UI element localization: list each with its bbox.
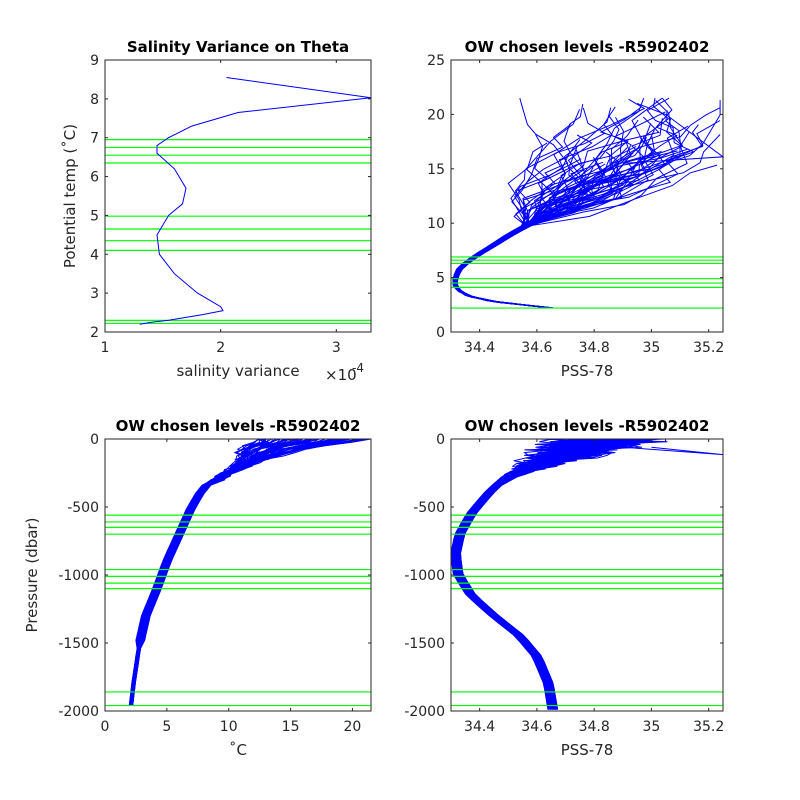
salinity-profile (450, 438, 598, 710)
y-tick-label: 0 (436, 325, 445, 341)
x-exponent-label: ×10 (325, 366, 357, 384)
y-tick-label: 9 (90, 53, 99, 69)
y-tick-label: 4 (90, 247, 99, 263)
y-tick-label: 7 (90, 131, 99, 147)
y-tick-label: 8 (90, 92, 99, 108)
x-tick-label: 3 (332, 340, 341, 356)
theta-salinity-profile (456, 151, 620, 308)
x-exponent-power: -4 (352, 361, 364, 375)
x-tick-label: 5 (162, 719, 171, 735)
y-tick-label: -2000 (58, 704, 99, 720)
salinity-profile (455, 438, 624, 710)
y-tick-label: 2 (90, 325, 99, 341)
temperature-profile (129, 438, 286, 706)
temperature-profile (131, 438, 270, 706)
x-tick-label: 34.8 (579, 719, 610, 735)
salinity-profile (453, 438, 613, 710)
x-tick-label: 0 (101, 719, 110, 735)
axes-box (104, 59, 372, 333)
theta-salinity-profile (454, 120, 721, 308)
y-tick-label: 20 (427, 107, 445, 123)
x-axis-label: PSS-78 (561, 741, 614, 759)
panel-pressure-salinity: 34.4 34.6 34.8 35 35.2 -2000 -1500 -1000 -500 0 OW… (404, 417, 724, 759)
x-tick-label: 35 (643, 340, 661, 356)
profile-group (450, 438, 724, 710)
theta-salinity-profile (456, 110, 688, 307)
y-tick-label: 10 (427, 216, 445, 232)
x-axis-label: PSS-78 (561, 362, 614, 380)
x-tick-label: 35 (643, 719, 661, 735)
x-tick-label: 34.8 (579, 340, 610, 356)
y-tick-label: -1000 (404, 568, 445, 584)
y-tick-label: 3 (90, 286, 99, 302)
y-tick-label: 25 (427, 53, 445, 69)
x-tick-label: 35.2 (693, 340, 724, 356)
y-tick-label: 5 (90, 208, 99, 224)
x-tick-label: 34.4 (464, 719, 495, 735)
chart-title: OW chosen levels -R5902402 (465, 38, 710, 56)
axes-frame (450, 59, 724, 333)
x-tick-label: 34.6 (521, 719, 552, 735)
y-tick-label: 0 (436, 432, 445, 448)
y-tick-label: 5 (436, 271, 445, 287)
axes-box (450, 438, 724, 712)
theta-salinity-profile (622, 103, 725, 164)
x-tick-label: 20 (344, 719, 362, 735)
chart-title: OW chosen levels -R5902402 (465, 417, 710, 435)
y-tick-label: -500 (67, 500, 99, 516)
x-axis-label: ˚C (229, 741, 247, 759)
x-tick-label: 34.6 (521, 340, 552, 356)
y-tick-label: -1000 (58, 568, 99, 584)
y-tick-label: 6 (90, 170, 99, 186)
y-tick-label: -1500 (58, 636, 99, 652)
panel-theta-salinity: 34.4 34.6 34.8 35 35.2 0 5 10 15 20 25 OW chosen le… (427, 38, 725, 380)
y-tick-label: 15 (427, 162, 445, 178)
temperature-profile (130, 438, 333, 706)
x-tick-label: 10 (220, 719, 238, 735)
chart-title: OW chosen levels -R5902402 (116, 417, 361, 435)
x-tick-label: 2 (216, 340, 225, 356)
axes-frame (104, 59, 372, 333)
y-tick-label: -500 (413, 500, 445, 516)
theta-salinity-profile (452, 153, 679, 308)
panel-pressure-temperature: 0 5 10 15 20 -2000 -1500 -1000 -500 0 OW chosen le… (23, 417, 372, 759)
x-tick-label: 34.4 (464, 340, 495, 356)
x-axis-label: salinity variance (176, 362, 299, 380)
salinity-profile (458, 438, 655, 710)
y-tick-label: -1500 (404, 636, 445, 652)
variance-profile-line (139, 77, 372, 325)
chart-title: Salinity Variance on Theta (127, 38, 349, 56)
y-tick-label: -2000 (404, 704, 445, 720)
y-tick-label: 0 (90, 432, 99, 448)
y-axis-label: Potential temp (˚C) (61, 124, 79, 268)
salinity-profile (456, 438, 618, 710)
x-tick-label: 1 (101, 340, 110, 356)
x-tick-label: 35.2 (693, 719, 724, 735)
profile-group (128, 438, 372, 706)
y-axis-label: Pressure (dbar) (23, 518, 41, 633)
axes-box (104, 438, 372, 712)
x-tick-label: 15 (282, 719, 300, 735)
